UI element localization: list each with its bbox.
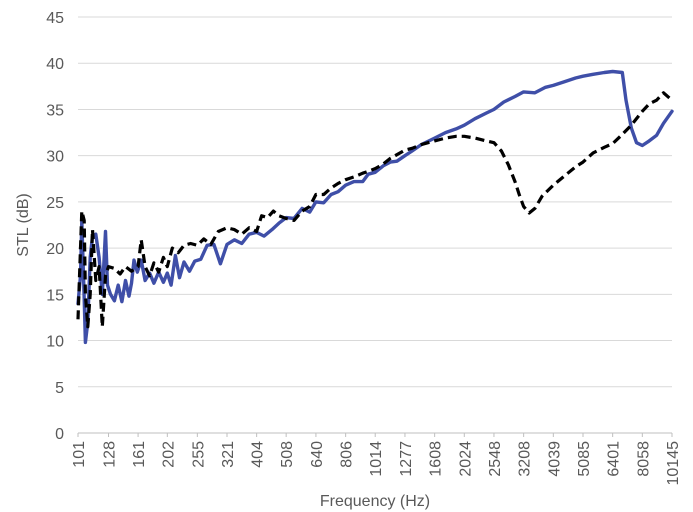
x-tick-labels: 101 128 161 202 255 321 404 508 640 806 1014 1277 16…: [71, 433, 682, 486]
x-tick-label: 10145: [665, 441, 682, 486]
y-tick-label: 20: [46, 241, 64, 258]
y-tick-label: 35: [46, 102, 64, 119]
y-tick-label: 30: [46, 149, 64, 166]
series-line-dashed: [76, 91, 674, 329]
x-tick-label: 3208: [517, 441, 534, 477]
series-line-solid: [76, 69, 674, 345]
x-tick-label: 202: [160, 441, 177, 468]
x-tick-label: 6401: [606, 441, 623, 477]
y-tick-label: 5: [55, 380, 64, 397]
x-tick-label: 161: [131, 441, 148, 468]
x-tick-label: 128: [102, 441, 119, 468]
x-tick-label: 8058: [635, 441, 652, 477]
x-tick-label: 321: [220, 441, 237, 468]
y-tick-label: 0: [55, 426, 64, 443]
x-tick-label: 2024: [457, 441, 474, 477]
x-tick-label: 255: [190, 441, 207, 468]
x-tick-label: 4039: [546, 441, 563, 477]
y-tick-label: 40: [46, 56, 64, 73]
x-tick-label: 1014: [368, 441, 385, 477]
x-tick-label: 1608: [428, 441, 445, 477]
x-axis-title: Frequency (Hz): [320, 493, 430, 510]
x-tick-label: 1277: [398, 441, 415, 477]
x-tick-label: 806: [339, 441, 356, 468]
gridlines: [78, 16, 672, 388]
x-tick-label: 2548: [487, 441, 504, 477]
series-lines: [76, 69, 674, 345]
x-tick-label: 5085: [576, 441, 593, 477]
y-tick-label: 15: [46, 287, 64, 304]
y-tick-label: 45: [46, 10, 64, 27]
x-tick-label: 640: [309, 441, 326, 468]
y-tick-label: 10: [46, 334, 64, 351]
x-tick-label: 101: [71, 441, 88, 468]
y-tick-label: 25: [46, 195, 64, 212]
x-tick-label: 508: [279, 441, 296, 468]
y-tick-labels: 0 5 10 15 20 25 30 35 40 45: [46, 10, 64, 443]
y-axis-title: STL (dB): [15, 193, 32, 256]
x-tick-label: 404: [250, 441, 267, 468]
